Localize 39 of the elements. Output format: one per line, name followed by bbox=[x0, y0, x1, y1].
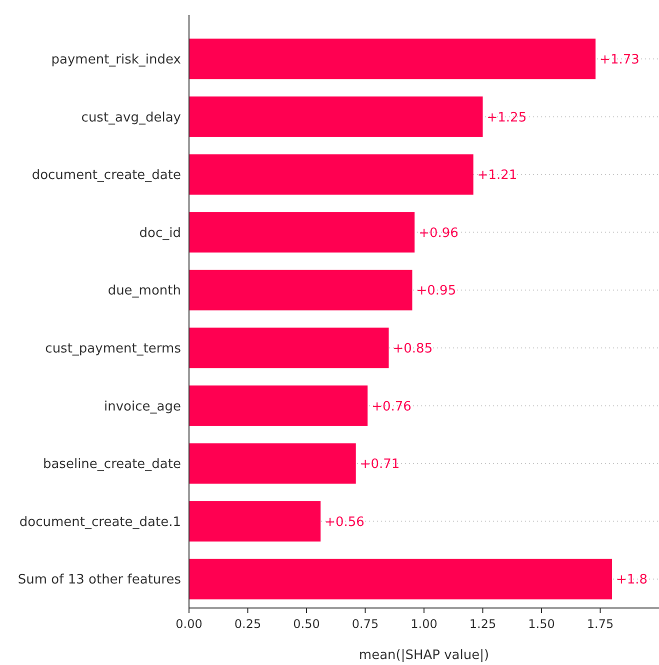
x-tick-label: 1.50 bbox=[528, 617, 555, 631]
x-axis-title: mean(|SHAP value|) bbox=[358, 648, 490, 663]
y-tick-label: doc_id bbox=[139, 226, 181, 241]
bar bbox=[189, 38, 596, 80]
y-tick-label: due_month bbox=[108, 284, 181, 299]
data-label: +1.25 bbox=[486, 110, 527, 126]
data-label: +0.56 bbox=[324, 514, 364, 530]
bar bbox=[189, 328, 389, 368]
x-tick-label: 0.25 bbox=[234, 617, 262, 631]
data-label: +0.76 bbox=[372, 399, 412, 414]
data-label: +0.95 bbox=[416, 284, 456, 299]
bar bbox=[189, 96, 483, 137]
y-tick-label: document_create_date bbox=[32, 168, 181, 184]
data-label: +0.71 bbox=[360, 457, 400, 472]
x-tick-label: 0.00 bbox=[176, 617, 202, 631]
bar bbox=[189, 558, 612, 600]
bar bbox=[189, 212, 415, 253]
bar bbox=[189, 443, 356, 484]
data-label: +1.8 bbox=[616, 572, 648, 588]
data-label: +1.21 bbox=[477, 168, 518, 184]
bar bbox=[189, 154, 474, 195]
y-tick-label: cust_avg_delay bbox=[81, 110, 182, 126]
data-label: +0.85 bbox=[392, 341, 433, 356]
x-tick-label: 1.00 bbox=[410, 617, 438, 631]
bar bbox=[189, 385, 368, 426]
x-tick-label: 0.75 bbox=[352, 617, 379, 631]
y-tick-label: Sum of 13 other features bbox=[18, 572, 182, 588]
x-tick-label: 1.75 bbox=[586, 617, 614, 631]
y-tick-label: baseline_create_date bbox=[42, 457, 181, 472]
x-tick-label: 1.25 bbox=[469, 617, 496, 631]
data-label: +0.96 bbox=[418, 226, 458, 241]
y-tick-label: payment_risk_index bbox=[51, 52, 182, 68]
data-label: +1.73 bbox=[600, 52, 640, 68]
y-tick-label: cust_payment_terms bbox=[45, 341, 182, 356]
bar bbox=[189, 501, 321, 542]
x-tick-label: 0.50 bbox=[293, 617, 320, 631]
y-tick-label: document_create_date.1 bbox=[19, 514, 181, 530]
y-tick-label: invoice_age bbox=[104, 399, 181, 414]
bar bbox=[189, 270, 412, 310]
